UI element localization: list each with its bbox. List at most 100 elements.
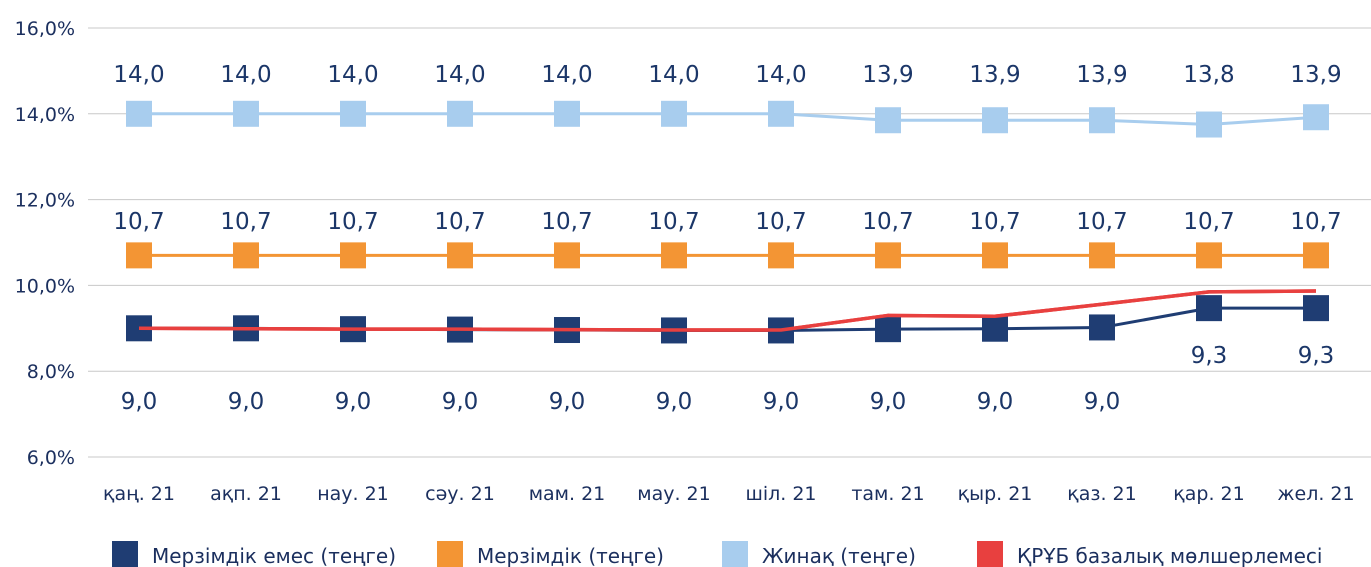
data-label: 14,0 xyxy=(434,62,485,88)
legend-swatch xyxy=(722,541,748,567)
data-label: 10,7 xyxy=(327,209,378,235)
data-label: 10,7 xyxy=(862,209,913,235)
data-point-marker xyxy=(661,100,687,127)
data-label: 13,9 xyxy=(1076,62,1127,88)
data-point-marker xyxy=(554,100,580,127)
x-tick-label: мау. 21 xyxy=(637,483,710,505)
data-label: 14,0 xyxy=(113,62,164,88)
gridlines xyxy=(88,27,1371,458)
series-line xyxy=(139,112,1317,127)
data-point-marker xyxy=(340,100,366,127)
legend-label: Мерзімдік (теңге) xyxy=(477,544,664,567)
data-label: 10,7 xyxy=(755,209,806,235)
data-point-marker xyxy=(661,242,687,269)
x-tick-label: мам. 21 xyxy=(529,483,606,505)
legend-swatch xyxy=(977,541,1003,567)
data-label: 10,7 xyxy=(113,209,164,235)
data-label: 9,0 xyxy=(870,389,907,415)
y-tick-label: 12,0% xyxy=(15,190,75,212)
data-point-marker xyxy=(554,242,580,269)
data-point-marker xyxy=(875,316,901,343)
data-point-marker xyxy=(1196,295,1222,322)
series-line xyxy=(138,289,1317,332)
data-label: 10,7 xyxy=(434,209,485,235)
data-point-marker xyxy=(982,315,1008,342)
data-label: 9,0 xyxy=(977,389,1014,415)
data-label: 10,7 xyxy=(1290,209,1341,235)
legend-swatch xyxy=(437,541,463,567)
data-label: 10,7 xyxy=(1183,209,1234,235)
data-label: 14,0 xyxy=(220,62,271,88)
data-point-marker xyxy=(982,242,1008,269)
data-label: 9,0 xyxy=(228,389,265,415)
series-markers xyxy=(126,100,1329,344)
y-tick-label: 16,0% xyxy=(15,18,75,40)
series-line xyxy=(139,306,1316,332)
x-tick-label: шіл. 21 xyxy=(745,483,816,505)
legend-label: ҚРҰБ базалық мөлшерлемесі xyxy=(1017,544,1323,567)
data-label: 9,3 xyxy=(1191,343,1228,369)
legend-label: Мерзімдік емес (теңге) xyxy=(152,544,396,567)
data-point-marker xyxy=(447,100,473,127)
data-label: 14,0 xyxy=(755,62,806,88)
data-label: 9,0 xyxy=(763,389,800,415)
data-point-marker xyxy=(233,242,259,269)
data-label: 9,0 xyxy=(656,389,693,415)
data-label: 9,3 xyxy=(1298,343,1335,369)
data-point-marker xyxy=(126,100,152,127)
x-tick-label: нау. 21 xyxy=(317,483,389,505)
data-point-marker xyxy=(1303,242,1329,269)
data-point-marker xyxy=(768,242,794,269)
data-point-marker xyxy=(233,100,259,127)
data-point-marker xyxy=(875,242,901,269)
data-point-marker xyxy=(875,107,901,134)
data-label: 13,9 xyxy=(969,62,1020,88)
data-point-marker xyxy=(1089,107,1115,134)
x-tick-label: жел. 21 xyxy=(1277,483,1354,505)
data-label: 9,0 xyxy=(1084,389,1121,415)
x-axis-tick-labels: қаң. 21 ақп. 21 нау. 21 сәу. 21 мам. 21 мау. … xyxy=(103,483,1355,505)
data-labels: 9,0 9,0 9,0 9,0 9,0 9,0 9,0 9,0 9,0 9,0 9,3 9,3 10,7… xyxy=(113,62,1341,415)
series-lines xyxy=(138,112,1317,332)
data-label: 10,7 xyxy=(541,209,592,235)
data-label: 13,9 xyxy=(1290,62,1341,88)
data-point-marker xyxy=(1303,295,1329,322)
data-point-marker xyxy=(447,242,473,269)
data-point-marker xyxy=(340,242,366,269)
data-point-marker xyxy=(768,100,794,127)
y-tick-label: 14,0% xyxy=(15,104,75,126)
data-label: 13,8 xyxy=(1183,62,1234,88)
data-label: 10,7 xyxy=(648,209,699,235)
series-line xyxy=(138,289,1317,332)
data-label: 9,0 xyxy=(549,389,586,415)
data-label: 14,0 xyxy=(648,62,699,88)
data-point-marker xyxy=(126,242,152,269)
legend-swatch xyxy=(112,541,138,567)
data-label: 10,7 xyxy=(1076,209,1127,235)
x-tick-label: қыр. 21 xyxy=(958,483,1033,505)
legend: Мерзімдік емес (теңге) Мерзімдік (теңге) Ж… xyxy=(112,541,1323,567)
x-tick-label: қаң. 21 xyxy=(103,483,175,505)
y-tick-label: 8,0% xyxy=(27,361,75,383)
x-tick-label: қар. 21 xyxy=(1173,483,1244,505)
x-tick-label: ақп. 21 xyxy=(210,483,282,505)
data-label: 10,7 xyxy=(969,209,1020,235)
x-tick-label: қаз. 21 xyxy=(1067,483,1136,505)
data-label: 14,0 xyxy=(541,62,592,88)
y-tick-label: 6,0% xyxy=(27,447,75,469)
data-label: 14,0 xyxy=(327,62,378,88)
x-tick-label: там. 21 xyxy=(851,483,924,505)
data-point-marker xyxy=(1196,242,1222,269)
data-point-marker xyxy=(1303,104,1329,131)
data-point-marker xyxy=(982,107,1008,134)
y-tick-label: 10,0% xyxy=(15,275,75,297)
x-tick-label: сәу. 21 xyxy=(425,483,495,505)
data-point-marker xyxy=(1089,314,1115,341)
data-label: 9,0 xyxy=(121,389,158,415)
data-point-marker xyxy=(1196,111,1222,138)
data-label: 9,0 xyxy=(335,389,372,415)
legend-label: Жинақ (теңге) xyxy=(762,544,916,567)
data-point-marker xyxy=(1089,242,1115,269)
y-axis-tick-labels: 6,0% 8,0% 10,0% 12,0% 14,0% 16,0% xyxy=(15,18,75,469)
